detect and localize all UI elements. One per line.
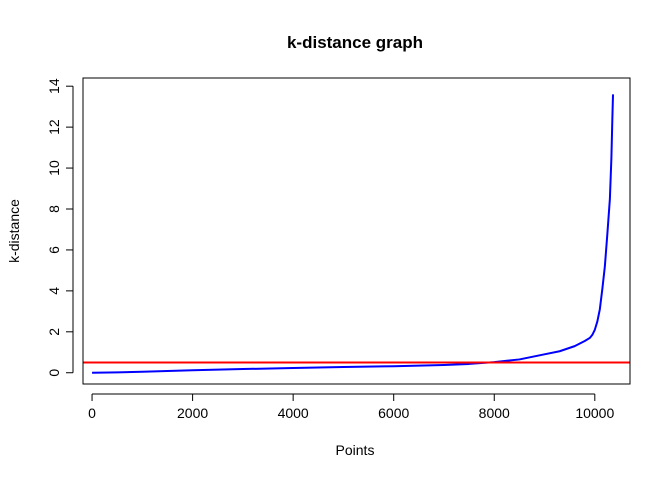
y-tick-label: 0 [46, 369, 62, 377]
x-tick-label: 2000 [177, 405, 208, 421]
y-tick-label: 10 [46, 160, 62, 176]
x-tick-label: 8000 [479, 405, 510, 421]
x-tick-label: 4000 [278, 405, 309, 421]
y-tick-label: 8 [46, 205, 62, 213]
y-axis-title: k-distance [6, 199, 22, 263]
y-tick-label: 4 [46, 287, 62, 295]
y-axis: 0 2 4 6 8 10 12 14 [46, 78, 74, 377]
x-tick-label: 10000 [575, 405, 614, 421]
y-tick-label: 12 [46, 119, 62, 135]
plot-frame [82, 77, 631, 385]
y-tick-label: 14 [46, 78, 62, 94]
x-tick-label: 0 [88, 405, 96, 421]
x-axis-title: Points [336, 442, 375, 458]
y-tick-label: 2 [46, 328, 62, 336]
x-tick-label: 6000 [378, 405, 409, 421]
x-axis: 0 2000 4000 6000 8000 10000 [88, 393, 614, 421]
chart-title: k-distance graph [287, 33, 423, 52]
y-tick-label: 6 [46, 246, 62, 254]
plot-layer [83, 94, 630, 374]
series-line-0 [92, 94, 615, 374]
